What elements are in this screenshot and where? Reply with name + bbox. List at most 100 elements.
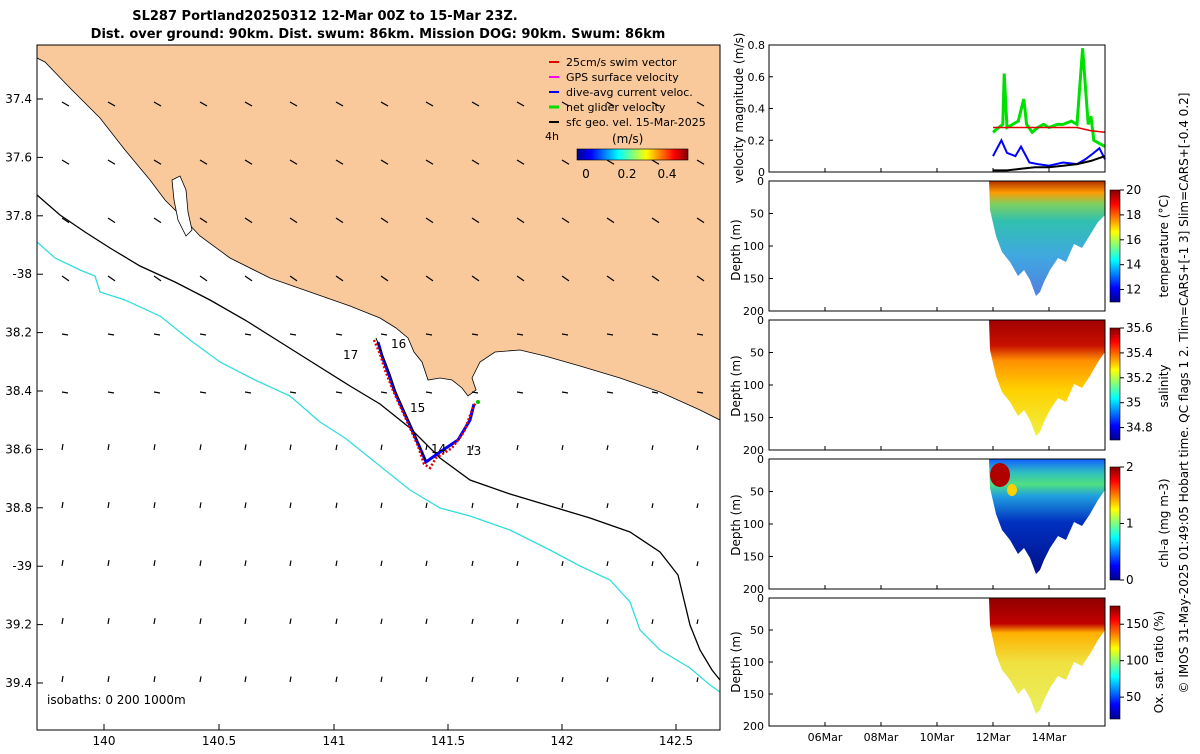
date-tick-label: 10Mar — [920, 731, 955, 744]
depth-tick-label: 0 — [757, 592, 764, 605]
current-arrow — [107, 559, 110, 567]
current-arrow — [651, 619, 654, 625]
velocity-ytick-label: 0.6 — [748, 71, 766, 84]
salinity-colorbar-label: salinity — [1157, 364, 1171, 407]
current-arrow — [561, 159, 570, 165]
current-arrow — [425, 618, 428, 625]
current-arrow — [335, 101, 344, 107]
current-arrow — [471, 275, 480, 282]
colorbar-tick-label: 1 — [1126, 517, 1134, 531]
current-arrow — [289, 101, 298, 107]
current-arrow — [561, 275, 570, 282]
current-arrow — [107, 275, 116, 282]
current-arrow — [561, 618, 564, 625]
current-arrow — [199, 275, 208, 282]
current-arrow — [471, 502, 474, 509]
colorbar-tick-label: 50 — [1126, 690, 1141, 704]
current-arrow — [425, 159, 434, 165]
current-arrow — [107, 391, 115, 394]
current-arrow — [61, 101, 70, 107]
map-xtick-label: 142 — [551, 734, 574, 748]
day-label-17: 17 — [343, 348, 358, 362]
current-arrow — [61, 275, 70, 282]
current-arrow — [244, 275, 253, 282]
current-arrow — [380, 676, 383, 683]
glider-track-map: 17 16 15 14 13 25cm/s swim vector GPS su… — [5, 44, 721, 748]
current-arrow — [153, 159, 162, 165]
current-arrow — [107, 101, 116, 107]
map-ytick-label: 38.2 — [5, 326, 32, 340]
current-arrow — [696, 101, 705, 107]
current-arrow — [199, 560, 202, 567]
colorbar-tick-label: 35.4 — [1126, 346, 1153, 360]
current-arrow — [471, 618, 474, 625]
current-arrow — [289, 502, 292, 509]
current-arrow — [380, 275, 389, 282]
map-ytick-label: 39.2 — [5, 618, 32, 632]
current-arrow — [61, 443, 64, 451]
current-arrow — [606, 561, 609, 567]
current-arrow — [244, 676, 247, 683]
current-arrow — [244, 333, 252, 336]
map-ytick-label: -38 — [12, 267, 32, 281]
current-arrow — [696, 445, 699, 451]
current-arrow — [606, 503, 609, 509]
chla-secondary-maximum — [1007, 484, 1017, 496]
depth-tick-label: 0 — [757, 453, 764, 466]
colorbar-tick-label: 2 — [1126, 460, 1134, 474]
current-arrow — [289, 217, 298, 224]
current-arrow — [153, 618, 156, 625]
current-arrow — [199, 159, 208, 165]
depth-tick-label: 200 — [743, 444, 764, 457]
oxygen-colorbar — [1109, 605, 1121, 720]
figure-title-line-2: Dist. over ground: 90km. Dist. swum: 86k… — [91, 27, 666, 42]
current-arrow — [696, 333, 704, 336]
current-arrow — [199, 502, 202, 509]
current-arrow — [380, 502, 383, 509]
current-arrow — [651, 217, 660, 224]
colorbar-tick-label: 16 — [1126, 233, 1141, 247]
speed-colorbar — [576, 148, 689, 161]
velocity-line-swim_vector — [993, 126, 1106, 134]
current-arrow — [696, 561, 699, 567]
map-ytick-label: -39 — [12, 559, 32, 573]
land-mass — [37, 45, 720, 421]
current-arrow — [606, 101, 615, 107]
legend-swim-vector: 25cm/s swim vector — [566, 56, 677, 69]
current-arrow — [561, 391, 569, 394]
colorbar-tick-label: 12 — [1126, 283, 1141, 297]
depth-tick-label: 50 — [750, 624, 764, 637]
speed-colorbar-title: (m/s) — [612, 132, 643, 146]
current-arrow — [380, 444, 383, 451]
current-arrow — [516, 217, 525, 224]
current-arrow — [335, 217, 344, 224]
date-tick-label: 06Mar — [808, 731, 843, 744]
current-arrow — [651, 333, 659, 336]
current-arrow — [516, 444, 519, 451]
depth-tick-label: 200 — [743, 305, 764, 318]
current-arrow — [471, 101, 480, 107]
chla-panel: Depth (m) chl-a (mg m-3) 0 50 100 150 200 2 1 0 — [729, 453, 1171, 596]
current-arrow — [606, 391, 614, 394]
island — [171, 175, 193, 237]
current-arrow — [606, 333, 614, 336]
current-arrow — [244, 502, 247, 509]
chla-ylabel: Depth (m) — [729, 494, 743, 555]
current-arrow — [153, 101, 162, 107]
colorbar-tick-label: 100 — [1126, 654, 1149, 668]
current-arrow — [696, 391, 704, 394]
current-arrow — [651, 101, 660, 107]
salinity-colorbar — [1109, 327, 1121, 441]
velocity-ylabel: velocity magnitude (m/s) — [732, 33, 746, 184]
depth-tick-label: 150 — [743, 688, 764, 701]
current-arrow — [651, 391, 659, 394]
velocity-plot-area — [769, 45, 1105, 172]
salinity-section — [989, 320, 1105, 436]
oxygen-colorbar-label: Ox. sat. ratio (%) — [1152, 611, 1166, 713]
date-tick-label: 08Mar — [864, 731, 899, 744]
current-arrow — [107, 443, 110, 451]
velocity-line-sfc_geo — [993, 155, 1106, 172]
current-arrow — [244, 159, 253, 165]
